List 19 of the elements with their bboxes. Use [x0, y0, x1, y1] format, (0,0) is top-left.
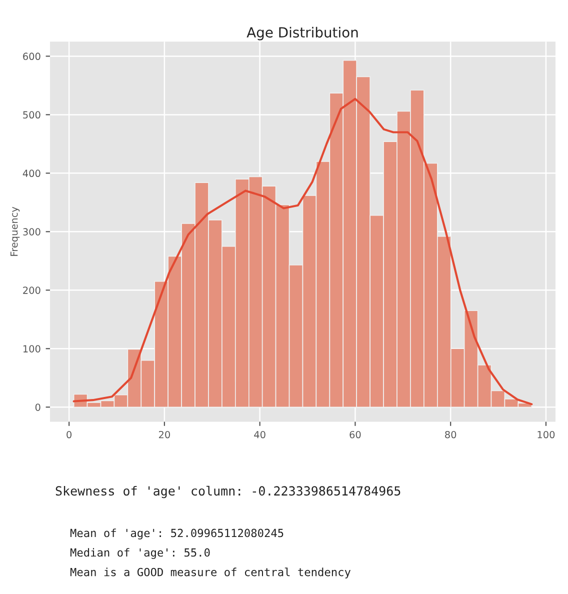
y-tick-label: 0	[35, 404, 40, 411]
y-axis-title: Frequency	[10, 206, 20, 256]
text: Mean is a GOOD measure of central tendency	[70, 568, 351, 578]
text: Median of 'age': 55.0	[70, 548, 210, 559]
y-tick-label: 100	[23, 345, 40, 352]
x-tick-label: 0	[66, 430, 72, 438]
x-tick-label: 20	[158, 430, 170, 438]
y-tick-label: 400	[22, 170, 40, 178]
y-tick-label: 600	[23, 52, 40, 60]
text: Skewness of 'age' column: -0.22333986514784965	[56, 486, 400, 498]
x-tick-label: 80	[445, 430, 456, 438]
chart-title: Age Distribution	[246, 26, 358, 40]
y-tick-label: 500	[23, 111, 40, 119]
x-tick-label: 40	[254, 430, 266, 438]
y-tick-label: 200	[23, 286, 40, 294]
text: Mean of 'age': 52.09965112080245	[70, 528, 284, 540]
x-tick-label: 100	[538, 430, 555, 438]
x-tick-label: 60	[350, 430, 361, 438]
y-tick-label: 300	[23, 228, 40, 236]
